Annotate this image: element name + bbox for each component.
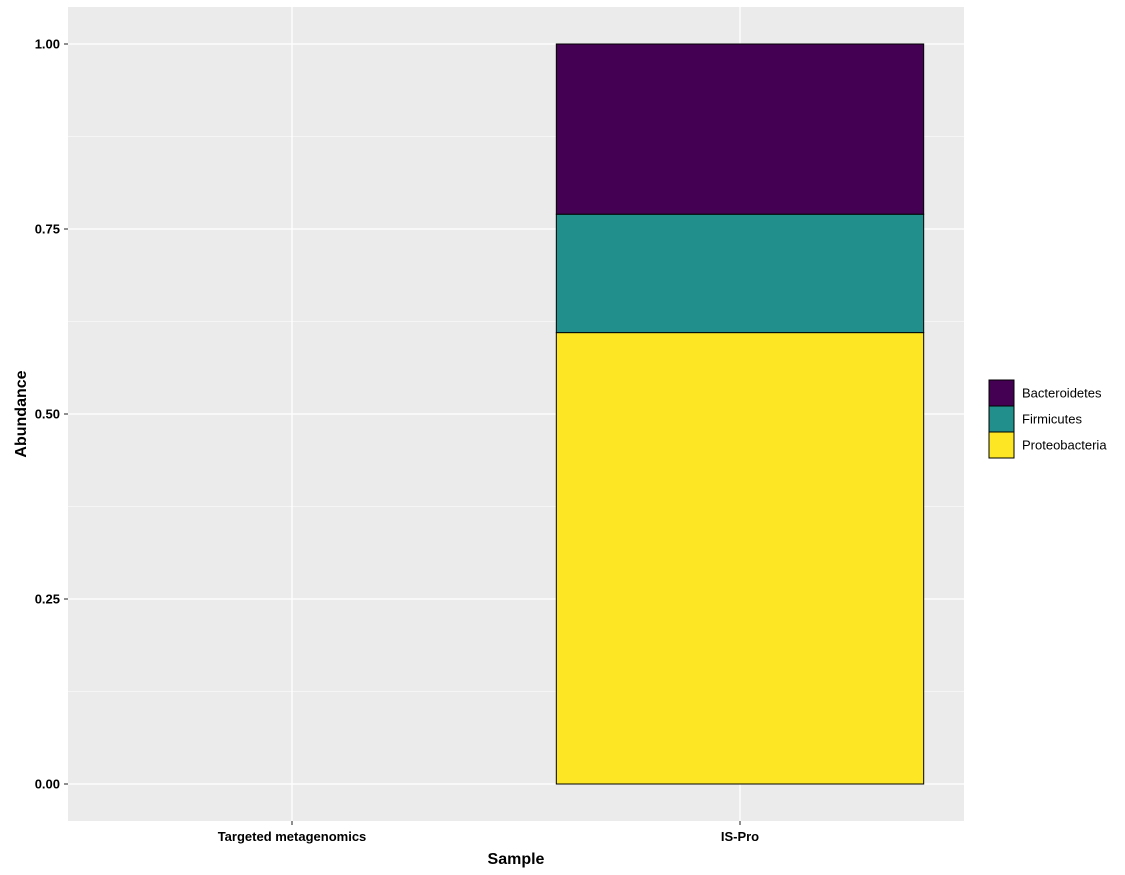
bar-segment bbox=[555, 332, 925, 785]
y-axis-ticks: 0.00 0.25 0.50 0.75 1.00 bbox=[35, 37, 68, 792]
legend-label: Firmicutes bbox=[1022, 412, 1082, 427]
y-tick-label: 0.75 bbox=[35, 222, 60, 237]
x-axis-title: Sample bbox=[488, 851, 545, 868]
bars bbox=[555, 43, 925, 785]
x-tick-label: IS-Pro bbox=[721, 829, 759, 844]
y-tick-label: 0.25 bbox=[35, 592, 60, 607]
legend-label: Proteobacteria bbox=[1022, 438, 1107, 453]
y-tick-label: 0.50 bbox=[35, 407, 60, 422]
x-axis-ticks: Targeted metagenomics IS-Pro bbox=[218, 821, 759, 844]
bar-segment bbox=[555, 43, 925, 215]
x-tick-label: Targeted metagenomics bbox=[218, 829, 367, 844]
y-tick-label: 1.00 bbox=[35, 37, 60, 52]
y-axis-title: Abundance bbox=[13, 370, 30, 457]
legend-label: Bacteroidetes bbox=[1022, 386, 1102, 401]
y-tick-label: 0.00 bbox=[35, 777, 60, 792]
legend-key bbox=[988, 379, 1015, 407]
legend-key bbox=[988, 405, 1015, 433]
legend: Bacteroidetes Firmicutes Proteobacteria bbox=[988, 379, 1107, 459]
legend-key bbox=[988, 431, 1015, 459]
bar-segment bbox=[555, 213, 925, 334]
